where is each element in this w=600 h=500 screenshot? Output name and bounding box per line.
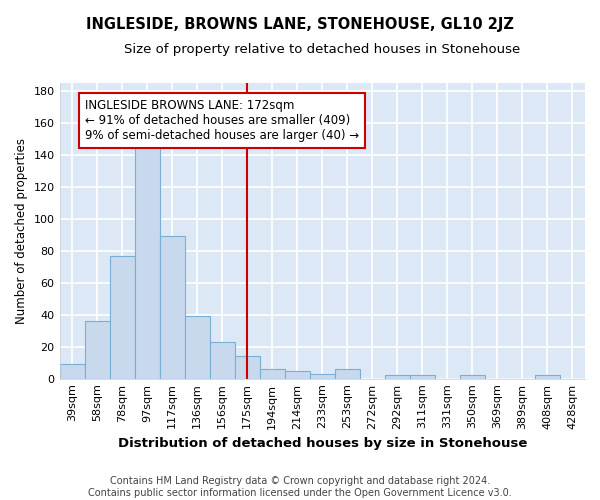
Bar xyxy=(185,316,209,378)
Bar xyxy=(85,321,110,378)
Bar xyxy=(209,342,235,378)
Bar xyxy=(134,147,160,378)
Bar xyxy=(310,374,335,378)
X-axis label: Distribution of detached houses by size in Stonehouse: Distribution of detached houses by size … xyxy=(118,437,527,450)
Text: INGLESIDE, BROWNS LANE, STONEHOUSE, GL10 2JZ: INGLESIDE, BROWNS LANE, STONEHOUSE, GL10… xyxy=(86,18,514,32)
Bar xyxy=(385,376,410,378)
Text: INGLESIDE BROWNS LANE: 172sqm
← 91% of detached houses are smaller (409)
9% of s: INGLESIDE BROWNS LANE: 172sqm ← 91% of d… xyxy=(85,99,359,142)
Text: Contains HM Land Registry data © Crown copyright and database right 2024.
Contai: Contains HM Land Registry data © Crown c… xyxy=(88,476,512,498)
Bar xyxy=(235,356,260,378)
Bar xyxy=(110,256,134,378)
Bar xyxy=(460,376,485,378)
Bar xyxy=(335,369,360,378)
Bar xyxy=(59,364,85,378)
Y-axis label: Number of detached properties: Number of detached properties xyxy=(15,138,28,324)
Bar xyxy=(410,376,435,378)
Bar xyxy=(260,369,285,378)
Title: Size of property relative to detached houses in Stonehouse: Size of property relative to detached ho… xyxy=(124,42,520,56)
Bar xyxy=(285,370,310,378)
Bar xyxy=(160,236,185,378)
Bar xyxy=(535,376,560,378)
